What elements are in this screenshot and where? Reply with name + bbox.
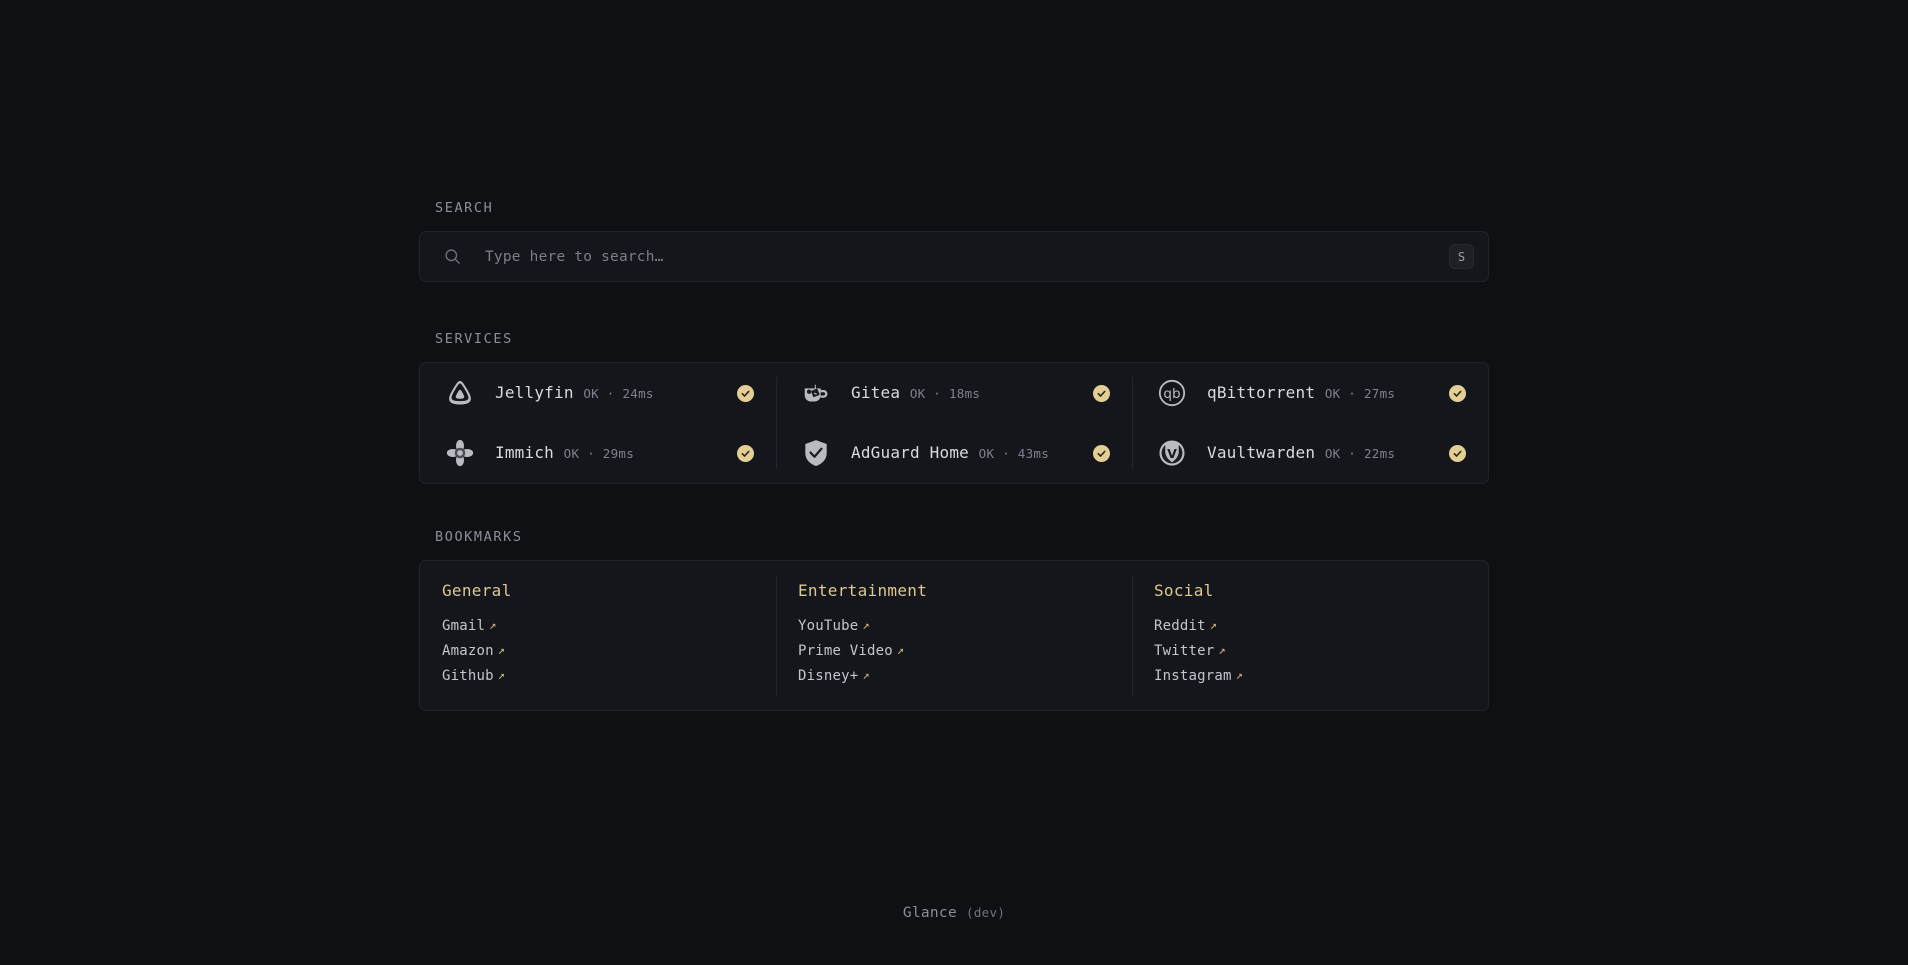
service-item-gitea[interactable]: Gitea OK · 18ms [776, 363, 1132, 423]
services-widget: Jellyfin OK · 24ms [419, 362, 1489, 484]
bookmark-group-title: Entertainment [798, 581, 928, 600]
bookmark-link-reddit[interactable]: Reddit ↗ [1154, 613, 1466, 638]
external-link-icon: ↗ [497, 667, 506, 682]
service-name: Jellyfin [495, 382, 574, 402]
service-meta: OK · 29ms [563, 445, 635, 461]
service-item-jellyfin[interactable]: Jellyfin OK · 24ms [420, 363, 776, 423]
service-text: Gitea OK · 18ms [834, 383, 1093, 404]
external-link-icon: ↗ [497, 642, 506, 657]
qbittorrent-icon: qb [1154, 375, 1190, 411]
service-name: AdGuard Home [851, 442, 969, 462]
service-meta: OK · 24ms [583, 385, 654, 401]
services-column: qb qBittorrent OK · 27ms [1132, 363, 1488, 483]
bookmark-label: Twitter [1154, 642, 1215, 659]
external-link-icon: ↗ [489, 617, 497, 632]
service-item-immich[interactable]: Immich OK · 29ms [420, 423, 776, 483]
check-circle-icon [1093, 444, 1110, 462]
gitea-icon [798, 375, 834, 411]
bookmarks-widget: General Gmail ↗ Amazon ↗ Github ↗ Entertain… [419, 560, 1489, 711]
immich-icon [442, 435, 478, 471]
bookmark-group-title: General [442, 581, 512, 600]
service-name: qBittorrent [1207, 382, 1316, 402]
bookmark-link-prime-video[interactable]: Prime Video ↗ [798, 638, 1110, 663]
jellyfin-icon [442, 375, 478, 411]
bookmark-label: Disney+ [798, 667, 859, 684]
service-name: Vaultwarden [1207, 442, 1316, 462]
service-item-adguard-home[interactable]: AdGuard Home OK · 43ms [776, 423, 1132, 483]
bookmark-group-social: Social Reddit ↗ Twitter ↗ Instagram ↗ [1132, 561, 1488, 710]
check-circle-icon [737, 384, 754, 402]
services-column: Jellyfin OK · 24ms [420, 363, 776, 483]
bookmark-link-github[interactable]: Github ↗ [442, 663, 754, 688]
bookmark-link-amazon[interactable]: Amazon ↗ [442, 638, 754, 663]
bookmark-group-entertainment: Entertainment YouTube ↗ Prime Video ↗ Disn… [776, 561, 1132, 710]
service-text: qBittorrent OK · 27ms [1190, 383, 1449, 404]
bookmark-label: Reddit [1154, 617, 1206, 634]
check-circle-icon [1449, 444, 1466, 462]
external-link-icon: ↗ [862, 617, 870, 632]
bookmark-label: YouTube [798, 617, 859, 634]
vaultwarden-icon: V [1154, 435, 1190, 471]
svg-text:V: V [1167, 446, 1177, 461]
bookmark-label: Instagram [1154, 667, 1232, 684]
footer-version: (dev) [966, 905, 1006, 920]
bookmark-label: Github [442, 667, 494, 684]
bookmark-group-title: Social [1154, 581, 1214, 600]
service-meta: OK · 43ms [978, 445, 1050, 461]
bookmark-label: Prime Video [798, 642, 893, 659]
bookmark-link-youtube[interactable]: YouTube ↗ [798, 613, 1110, 638]
footer: Glance (dev) [0, 905, 1908, 921]
search-shortcut-badge[interactable]: S [1449, 244, 1474, 269]
bookmark-link-twitter[interactable]: Twitter ↗ [1154, 638, 1466, 663]
service-meta: OK · 22ms [1324, 445, 1396, 461]
search-input[interactable] [463, 232, 1439, 281]
service-item-vaultwarden[interactable]: V Vaultwarden OK · 22ms [1132, 423, 1488, 483]
external-link-icon: ↗ [1209, 617, 1218, 632]
external-link-icon: ↗ [1235, 667, 1244, 682]
svg-text:qb: qb [1163, 386, 1180, 402]
bookmark-link-disney-plus[interactable]: Disney+ ↗ [798, 663, 1110, 688]
check-circle-icon [1449, 384, 1466, 402]
adguard-icon [798, 435, 834, 471]
service-text: AdGuard Home OK · 43ms [834, 443, 1093, 464]
external-link-icon: ↗ [1218, 642, 1226, 657]
external-link-icon: ↗ [896, 642, 905, 657]
search-icon [442, 246, 463, 267]
bookmark-label: Amazon [442, 642, 494, 659]
service-text: Immich OK · 29ms [478, 443, 737, 464]
bookmark-group-general: General Gmail ↗ Amazon ↗ Github ↗ [420, 561, 776, 710]
service-text: Jellyfin OK · 24ms [478, 383, 737, 404]
service-name: Immich [495, 442, 554, 462]
check-circle-icon [1093, 384, 1110, 402]
external-link-icon: ↗ [862, 667, 870, 682]
check-circle-icon [737, 444, 754, 462]
service-item-qbittorrent[interactable]: qb qBittorrent OK · 27ms [1132, 363, 1488, 423]
services-section-label: SERVICES [435, 331, 513, 347]
search-widget[interactable]: S [419, 231, 1489, 282]
service-name: Gitea [851, 382, 901, 402]
services-column: Gitea OK · 18ms [776, 363, 1132, 483]
search-section-label: SEARCH [435, 200, 494, 216]
dashboard-content: SEARCH S SERVICES [419, 200, 1489, 711]
service-text: Vaultwarden OK · 22ms [1190, 443, 1449, 464]
bookmarks-section-label: BOOKMARKS [435, 529, 523, 545]
bookmark-link-instagram[interactable]: Instagram ↗ [1154, 663, 1466, 688]
bookmark-label: Gmail [442, 617, 486, 634]
service-meta: OK · 18ms [909, 385, 981, 401]
bookmark-link-gmail[interactable]: Gmail ↗ [442, 613, 754, 638]
service-meta: OK · 27ms [1324, 385, 1396, 401]
footer-app-name: Glance [902, 905, 957, 921]
